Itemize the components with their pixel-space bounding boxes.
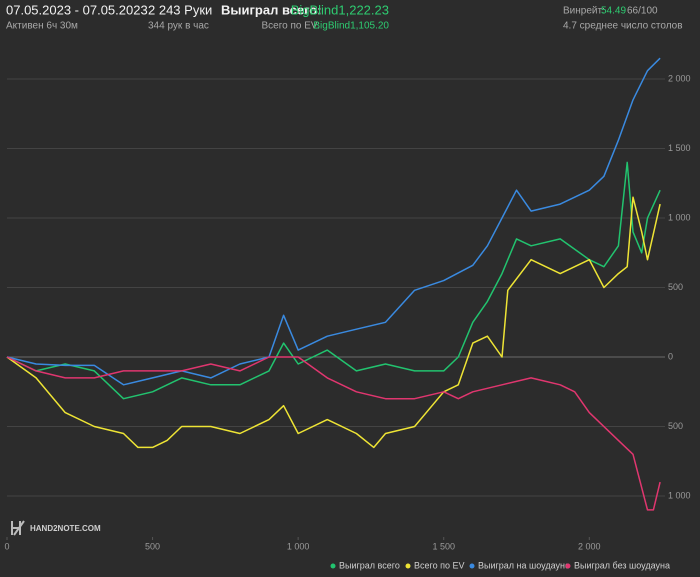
legend-marker: [565, 563, 571, 569]
winrate-ratio: 66/100: [627, 6, 658, 17]
series-line: [6, 57, 661, 386]
logo-text: HAND2NOTE.COM: [30, 524, 101, 533]
y-tick-label: 1 000: [668, 212, 691, 222]
winrate-label: Винрейт:: [563, 6, 605, 17]
won-value: BigBlind1,222.23: [291, 2, 389, 17]
series-line: [6, 356, 661, 511]
legend-label: Выиграл без шоудауна: [574, 560, 670, 570]
y-tick-label: 500: [668, 282, 683, 292]
date-range: 07.05.2023 - 07.05.2023: [6, 2, 148, 17]
x-tick-label: 2 000: [578, 541, 601, 551]
won-label: Выиграл всего:: [221, 2, 322, 17]
legend-item: Выиграл на шоудауне: [469, 560, 570, 570]
legend-item: Выиграл всего: [330, 560, 400, 570]
x-tick-label: 1 000: [287, 541, 310, 551]
tables: 4.7 среднее число столов: [563, 21, 683, 32]
y-tick-label: 500: [668, 421, 683, 431]
legend-label: Выиграл на шоудауне: [478, 560, 570, 570]
logo-icon: [11, 520, 25, 536]
ev-label: Всего по EV:: [261, 21, 320, 32]
x-tick-label: 1 500: [432, 541, 455, 551]
hands-per-hour: 344 рук в час: [148, 21, 209, 32]
legend-marker: [469, 563, 475, 569]
logo: HAND2NOTE.COM: [11, 520, 101, 536]
legend-item: Всего по EV: [405, 560, 464, 570]
series-line: [6, 161, 661, 400]
legend-label: Всего по EV: [414, 560, 464, 570]
y-tick-label: 1 500: [668, 143, 691, 153]
active-time: Активен 6ч 30м: [6, 21, 78, 32]
legend-marker: [405, 563, 411, 569]
y-tick-label: 0: [668, 351, 673, 361]
ev-value: BigBlind1,105.20: [313, 21, 389, 32]
winrate-value: 54.49: [601, 6, 626, 17]
legend-marker: [330, 563, 336, 569]
x-tick-label: 0: [4, 541, 9, 551]
hands: 2 243 Руки: [148, 2, 212, 17]
y-tick-label: 2 000: [668, 73, 691, 83]
x-tick-label: 500: [145, 541, 160, 551]
y-tick-label: 1 000: [668, 490, 691, 500]
legend-item: Выиграл без шоудауна: [565, 560, 670, 570]
legend-label: Выиграл всего: [339, 560, 400, 570]
series-line: [6, 196, 661, 449]
